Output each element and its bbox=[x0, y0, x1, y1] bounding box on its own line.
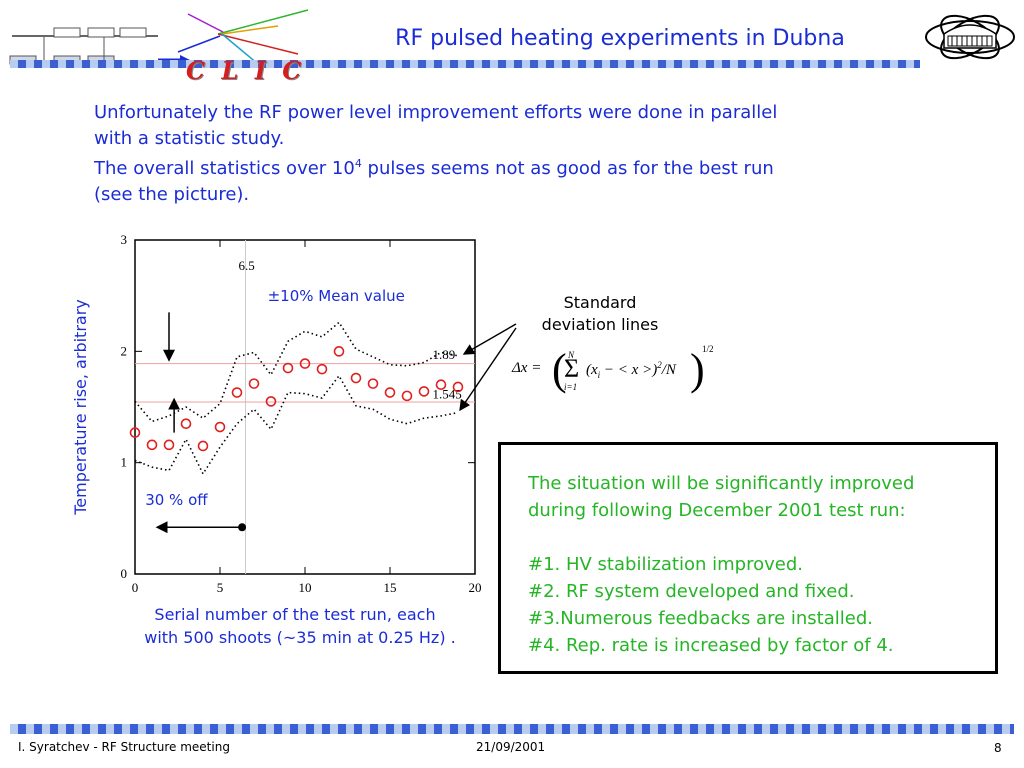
data-point bbox=[452, 381, 464, 393]
upper-std-band bbox=[134, 321, 459, 423]
x-tick-label: 0 bbox=[132, 580, 139, 595]
intro-line-4: (see the picture). bbox=[94, 183, 250, 205]
callout-item-4: #4. Rep. rate is increased by factor of … bbox=[528, 635, 894, 656]
callout-line-1: The situation will be significantly impr… bbox=[528, 473, 915, 494]
data-point bbox=[367, 378, 379, 389]
data-point bbox=[146, 439, 158, 451]
data-point bbox=[401, 390, 413, 402]
sum-icon: Σ bbox=[564, 354, 580, 383]
header-divider-bar bbox=[10, 60, 920, 68]
std-deviation-label-line-2: deviation lines bbox=[541, 315, 659, 334]
improvement-callout-box bbox=[498, 442, 998, 674]
footer-page-number: 8 bbox=[994, 741, 1002, 755]
callout-item-2: #2. RF system developed and fixed. bbox=[528, 581, 855, 602]
intro-line-3: The overall statistics over 104 pulses s… bbox=[94, 157, 774, 179]
data-point bbox=[350, 372, 362, 384]
footer-author: I. Syratchev - RF Structure meeting bbox=[18, 740, 230, 754]
data-point bbox=[214, 421, 226, 433]
data-point bbox=[129, 427, 141, 438]
data-point bbox=[299, 358, 311, 369]
data-point bbox=[163, 439, 175, 451]
formula-sum-top: N bbox=[568, 350, 575, 360]
formula-bracket-right: ) bbox=[690, 345, 705, 394]
x-tick-label: 5 bbox=[217, 580, 224, 595]
x-axis-label-line-2: with 500 shoots (~35 min at 0.25 Hz) . bbox=[144, 628, 455, 647]
intro-paragraph: Unfortunately the RF power level improve… bbox=[94, 100, 924, 207]
intro-line-1: Unfortunately the RF power level improve… bbox=[94, 102, 778, 123]
data-point bbox=[316, 363, 328, 375]
formula-bracket-left: ( bbox=[552, 345, 567, 394]
mean-value-label: ±10% Mean value bbox=[268, 287, 405, 305]
lower-std-band bbox=[134, 374, 459, 476]
data-point bbox=[384, 387, 396, 398]
y-tick-label: 1 bbox=[121, 455, 128, 470]
clic-logo: C L I C bbox=[186, 56, 306, 85]
data-point bbox=[248, 378, 260, 389]
data-point bbox=[197, 440, 209, 452]
formula-power: 1/2 bbox=[702, 344, 714, 354]
y-tick-label: 3 bbox=[121, 232, 128, 247]
data-point bbox=[418, 386, 430, 397]
formula-body: (xi − < x >)2/N bbox=[586, 360, 676, 380]
x-tick-label: 15 bbox=[384, 580, 397, 595]
data-point bbox=[265, 396, 277, 407]
arrow-origin-dot bbox=[238, 523, 247, 532]
x-tick-label: 10 bbox=[299, 580, 312, 595]
intro-line-2: with a statistic study. bbox=[94, 127, 285, 149]
upper-line-label: 1.89 bbox=[433, 347, 456, 362]
improvement-callout-text: The situation will be significantly impr… bbox=[528, 470, 998, 659]
footer-date: 21/09/2001 bbox=[476, 740, 546, 754]
std-deviation-label-line-1: Standard bbox=[563, 293, 637, 312]
callout-item-3: #3.Numerous feedbacks are installed. bbox=[528, 608, 873, 629]
slide-title: RF pulsed heating experiments in Dubna bbox=[395, 26, 845, 51]
y-tick-label: 0 bbox=[121, 566, 128, 581]
std-deviation-label: Standard deviation lines bbox=[520, 292, 680, 336]
off-label: 30 % off bbox=[145, 491, 208, 509]
y-tick-label: 2 bbox=[121, 343, 128, 358]
data-point bbox=[435, 379, 447, 391]
vline-label: 6.5 bbox=[239, 258, 255, 273]
data-point bbox=[333, 346, 345, 357]
institute-logo bbox=[925, 14, 1015, 60]
x-axis-label-line-1: Serial number of the test run, each bbox=[154, 605, 435, 624]
std-deviation-formula: Δx = ( N Σ i=1 (xi − < x >)2/N ) 1/2 bbox=[512, 342, 732, 402]
formula-lhs: Δx = bbox=[512, 360, 542, 376]
footer-divider-bar bbox=[10, 724, 1014, 734]
callout-item-1: #1. HV stabilization improved. bbox=[528, 554, 803, 575]
data-point bbox=[180, 418, 192, 429]
y-axis-label: Temperature rise, arbitrary bbox=[71, 299, 90, 516]
callout-line-2: during following December 2001 test run: bbox=[528, 500, 906, 521]
x-tick-label: 20 bbox=[469, 580, 482, 595]
data-point bbox=[231, 387, 243, 398]
data-point bbox=[282, 362, 294, 374]
std-deviation-arrows bbox=[459, 323, 517, 412]
formula-sum-bottom: i=1 bbox=[564, 382, 578, 392]
